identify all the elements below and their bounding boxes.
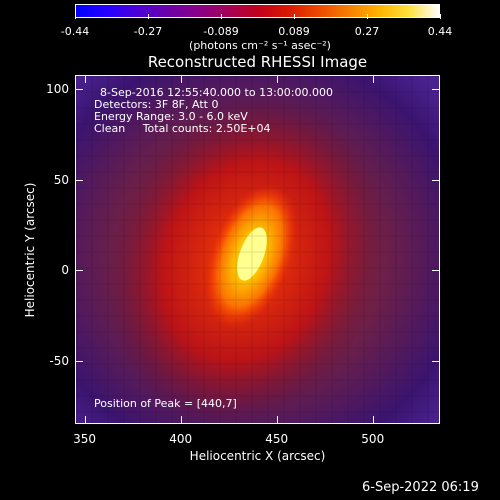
peak-position-text: Position of Peak = [440,7] (94, 397, 237, 410)
y-tick-mark (75, 270, 83, 272)
y-tick-mark (432, 360, 440, 362)
y-tick-label: -50 (49, 353, 69, 368)
colorbar-tick-label: 0.089 (278, 25, 310, 38)
y-tick-mark (432, 270, 440, 272)
plot-title: Reconstructed RHESSI Image (147, 53, 368, 71)
x-tick-mark (180, 416, 182, 424)
time-range-text: 8-Sep-2016 12:55:40.000 to 13:00:00.000 (100, 86, 333, 99)
colorbar-tick-mark (147, 14, 149, 19)
colorbar-tick-label: -0.44 (60, 25, 90, 38)
y-tick-label: 50 (53, 172, 69, 187)
colorbar-tick-mark (439, 14, 441, 19)
x-tick-mark (276, 416, 278, 424)
y-tick-mark (75, 360, 83, 362)
x-tick-label: 350 (73, 432, 97, 446)
y-tick-mark (432, 179, 440, 181)
colorbar-tick-mark (220, 14, 222, 19)
x-tick-mark (84, 416, 86, 424)
flare-image (76, 76, 439, 423)
colorbar-tick-label: 0.27 (354, 25, 380, 38)
x-tick-mark (84, 75, 86, 83)
colorbar-gradient (76, 5, 439, 17)
y-tick-label: 100 (46, 82, 69, 97)
colorbar-tick-mark (366, 14, 368, 19)
x-axis-label: Heliocentric X (arcsec) (189, 449, 326, 463)
energy-range-text: Energy Range: 3.0 - 6.0 keV (94, 110, 248, 123)
colorbar-unit-label: (photons cm⁻² s⁻¹ asec⁻²) (189, 39, 331, 52)
colorbar-tick-label: -0.089 (203, 25, 239, 38)
x-tick-mark (372, 75, 374, 83)
x-tick-label: 500 (361, 432, 385, 446)
y-axis-label: Heliocentric Y (arcsec) (23, 182, 37, 318)
x-tick-mark (180, 75, 182, 83)
x-tick-label: 400 (169, 432, 193, 446)
y-tick-mark (75, 179, 83, 181)
colorbar (75, 4, 440, 18)
y-tick-mark (432, 89, 440, 91)
colorbar-tick-label: 0.44 (427, 25, 453, 38)
colorbar-tick-label: -0.27 (133, 25, 163, 38)
footer-timestamp: 6-Sep-2022 06:19 (362, 480, 479, 495)
x-tick-mark (372, 416, 374, 424)
y-tick-mark (75, 89, 83, 91)
image-frame (75, 75, 440, 424)
x-tick-label: 450 (265, 432, 289, 446)
colorbar-tick-mark (293, 14, 295, 19)
method-text: Clean Total counts: 2.50E+04 (94, 122, 271, 135)
colorbar-tick-mark (74, 14, 76, 19)
y-tick-label: 0 (61, 263, 69, 278)
x-tick-mark (276, 75, 278, 83)
detectors-text: Detectors: 3F 8F, Att 0 (94, 98, 219, 111)
